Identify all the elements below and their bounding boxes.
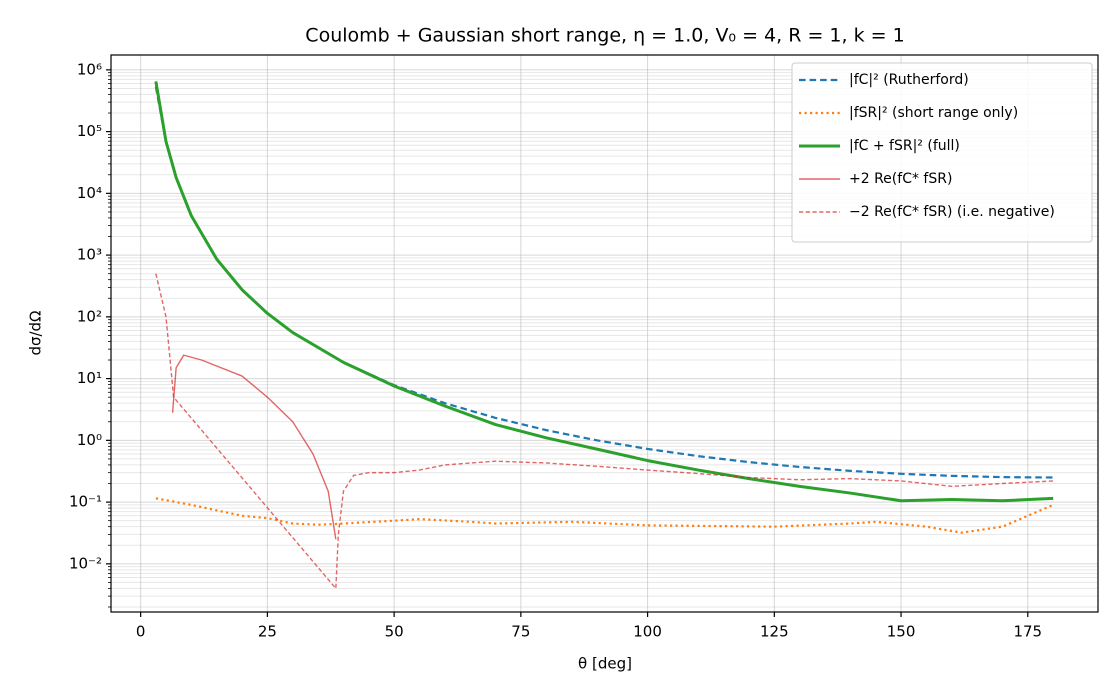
plot-lines (154, 81, 1054, 590)
x-tick-label: 150 (887, 623, 916, 641)
legend-label: −2 Re(fC* fSR) (i.e. negative) (849, 204, 1055, 220)
axes: 0 25 50 75 100 125 150 175 10⁻² 10⁻¹ 10⁰ 10¹ 10² 10³ 1… (69, 60, 1042, 640)
x-axis-label: θ [deg] (578, 655, 632, 673)
x-tick-label: 0 (136, 623, 146, 641)
series-line (171, 354, 337, 540)
y-tick-label: 10⁻¹ (69, 493, 102, 511)
legend: |fC|² (Rutherford) |fSR|² (short range on… (791, 62, 1093, 243)
series-line (155, 273, 1054, 590)
y-tick-label: 10⁰ (77, 431, 102, 449)
y-axis-label: dσ/dΩ (27, 310, 45, 355)
y-tick-label: 10⁵ (77, 122, 102, 140)
series-line (154, 81, 1054, 503)
y-tick-label: 10¹ (77, 369, 102, 387)
series-line (154, 86, 1054, 479)
legend-label: |fC|² (Rutherford) (849, 72, 969, 88)
grid (111, 55, 1098, 612)
x-tick-label: 100 (633, 623, 662, 641)
x-tick-label: 25 (258, 623, 277, 641)
x-tick-label: 75 (511, 623, 530, 641)
x-tick-label: 50 (385, 623, 404, 641)
series-line (155, 497, 1054, 534)
legend-label: +2 Re(fC* fSR) (849, 171, 952, 187)
y-tick-label: 10³ (77, 246, 102, 264)
plot-frame (110, 54, 1099, 613)
legend-label: |fSR|² (short range only) (849, 105, 1018, 121)
x-tick-label: 175 (1013, 623, 1042, 641)
y-tick-label: 10² (77, 307, 102, 325)
y-tick-label: 10⁻² (69, 554, 102, 572)
x-tick-label: 125 (760, 623, 789, 641)
legend-box (791, 62, 1093, 243)
chart-title: Coulomb + Gaussian short range, η = 1.0,… (305, 25, 904, 47)
y-tick-label: 10⁴ (77, 184, 102, 202)
y-tick-label: 10⁶ (77, 60, 102, 78)
legend-label: |fC + fSR|² (full) (849, 138, 960, 154)
